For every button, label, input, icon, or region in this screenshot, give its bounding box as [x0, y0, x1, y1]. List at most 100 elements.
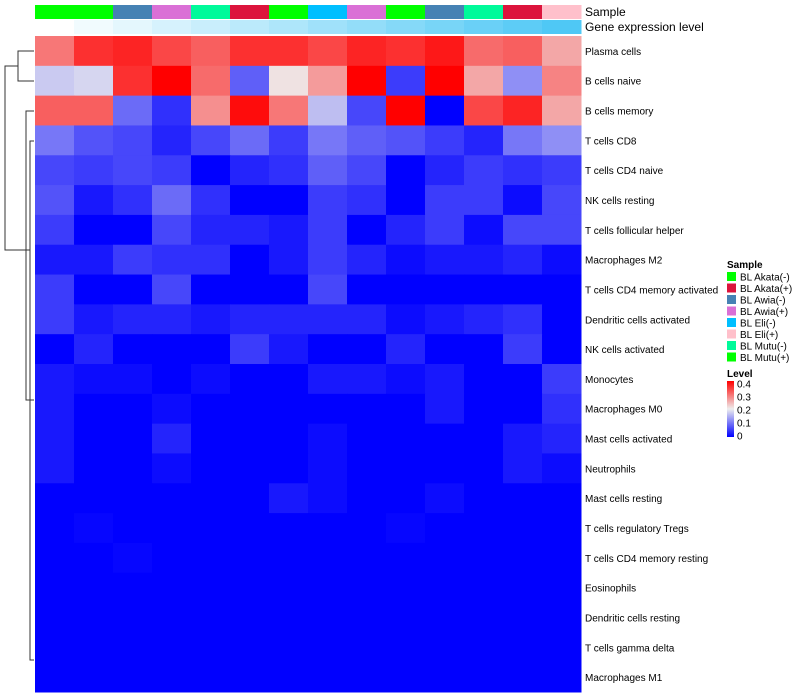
heatmap-cells — [35, 36, 582, 693]
heatmap-cell — [425, 513, 465, 544]
heatmap-cell — [542, 155, 582, 186]
sample-annotation-cell — [230, 5, 270, 19]
gene-annotation-label: Gene expression level — [585, 20, 704, 34]
heatmap-cell — [347, 155, 387, 186]
heatmap-cell — [191, 453, 231, 484]
heatmap-cell — [152, 453, 192, 484]
sample-annotation-cell — [152, 5, 192, 19]
heatmap-cell — [191, 662, 231, 693]
heatmap-cell — [269, 125, 309, 156]
heatmap-cell — [269, 214, 309, 246]
heatmap-cell — [503, 393, 543, 425]
row-label: T cells gamma delta — [585, 643, 675, 654]
heatmap-cell — [152, 662, 192, 693]
legend-swatch — [727, 318, 736, 327]
level-colorbar — [727, 381, 734, 437]
heatmap-cell — [347, 632, 387, 663]
heatmap-cell — [230, 602, 270, 633]
heatmap-cell — [152, 632, 192, 663]
heatmap-cell — [464, 185, 504, 216]
heatmap-cell — [347, 65, 387, 97]
heatmap-cell — [386, 602, 426, 633]
row-label: T cells CD8 — [585, 136, 637, 147]
heatmap-cell — [308, 304, 348, 335]
heatmap-cell — [152, 393, 192, 425]
heatmap-cell — [269, 483, 309, 514]
heatmap-cell — [542, 274, 582, 305]
heatmap-cell — [230, 36, 270, 67]
heatmap-cell — [74, 334, 114, 365]
heatmap-cell — [503, 542, 543, 574]
legend-swatch — [727, 341, 736, 350]
heatmap-cell — [74, 542, 114, 574]
sample-annotation-label: Sample — [585, 5, 626, 19]
heatmap-cell — [269, 334, 309, 365]
heatmap-cell — [35, 65, 75, 97]
heatmap-cell — [191, 95, 231, 126]
heatmap-cell — [464, 244, 504, 276]
heatmap-cell — [230, 483, 270, 514]
heatmap-cell — [269, 542, 309, 574]
row-label: Macrophages M0 — [585, 405, 663, 416]
heatmap-cell — [113, 542, 153, 574]
heatmap-cell — [464, 513, 504, 544]
heatmap-cell — [542, 602, 582, 633]
heatmap-cell — [113, 125, 153, 156]
heatmap-cell — [464, 125, 504, 156]
heatmap-cell — [542, 334, 582, 365]
heatmap-cell — [191, 572, 231, 604]
heatmap-cell — [386, 632, 426, 663]
heatmap-cell — [347, 513, 387, 544]
heatmap-cell — [191, 632, 231, 663]
gene-annotation-cell — [503, 20, 543, 34]
heatmap-cell — [464, 155, 504, 186]
heatmap-cell — [542, 632, 582, 663]
heatmap-cell — [152, 483, 192, 514]
heatmap-cell — [113, 65, 153, 97]
gene-annotation-cell — [230, 20, 270, 34]
heatmap-cell — [152, 334, 192, 365]
heatmap-cell — [425, 453, 465, 484]
legend-sample-label: BL Eli(-) — [740, 319, 776, 330]
heatmap-cell — [230, 542, 270, 574]
sample-annotation-cell — [386, 5, 426, 19]
heatmap-cell — [191, 125, 231, 156]
heatmap-cell — [74, 65, 114, 97]
heatmap-cell — [113, 304, 153, 335]
row-label: Monocytes — [585, 375, 633, 386]
sample-annotation-cell — [269, 5, 309, 19]
legend-swatch — [727, 295, 736, 304]
heatmap-cell — [269, 393, 309, 425]
heatmap-cell — [230, 393, 270, 425]
heatmap-cell — [386, 513, 426, 544]
heatmap-cell — [269, 304, 309, 335]
heatmap-cell — [35, 334, 75, 365]
heatmap-cell — [503, 602, 543, 633]
heatmap-cell — [347, 483, 387, 514]
heatmap-cell — [35, 185, 75, 216]
heatmap-cell — [425, 542, 465, 574]
heatmap-cell — [425, 572, 465, 604]
legend-swatch — [727, 283, 736, 293]
heatmap-cell — [113, 602, 153, 633]
heatmap-cell — [425, 185, 465, 216]
heatmap-cell — [35, 125, 75, 156]
heatmap-cell — [308, 632, 348, 663]
heatmap-cell — [386, 155, 426, 186]
heatmap-cell — [269, 632, 309, 663]
heatmap-cell — [542, 423, 582, 454]
heatmap-cell — [152, 214, 192, 246]
row-label: Dendritic cells activated — [585, 315, 690, 326]
heatmap-cell — [152, 602, 192, 633]
heatmap-cell — [464, 483, 504, 514]
gene-annotation-cell — [425, 20, 465, 34]
heatmap-cell — [425, 36, 465, 67]
heatmap-cell — [503, 572, 543, 604]
heatmap-cell — [152, 274, 192, 305]
heatmap-cell — [386, 185, 426, 216]
heatmap-cell — [464, 36, 504, 67]
heatmap-cell — [35, 244, 75, 276]
legend-sample-label: BL Akata(+) — [740, 284, 792, 295]
heatmap-cell — [503, 334, 543, 365]
heatmap-cell — [503, 274, 543, 305]
